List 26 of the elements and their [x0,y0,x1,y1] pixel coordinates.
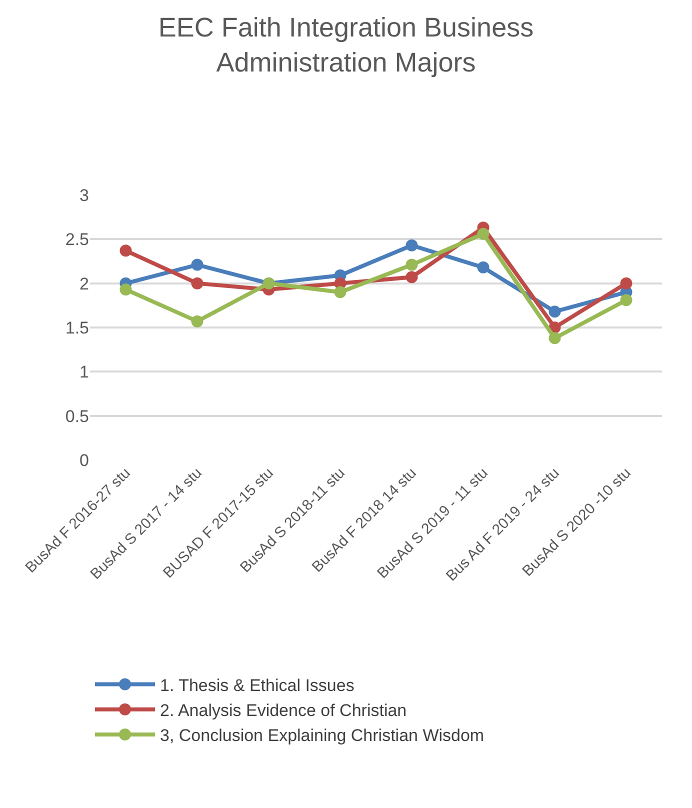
point [334,286,346,298]
point [477,228,490,240]
point [191,315,204,328]
y-tick-label: 0 [80,450,89,470]
point [477,261,490,274]
y-tick-label: 0.5 [65,406,89,426]
y-tick-label: 3 [80,186,89,205]
legend-label: 3, Conclusion Explaining Christian Wisdom [160,726,484,746]
y-tick-label: 1.5 [65,318,89,338]
point [191,258,204,271]
point [120,244,132,257]
legend-label: 2. Analysis Evidence of Christian [160,700,407,720]
point [548,332,561,344]
chart-title: EEC Faith Integration Business Administration Majors [158,12,534,78]
y-tick-label: 2.5 [65,230,89,250]
point [406,239,418,252]
point [406,258,418,271]
y-tick-label: 1 [80,362,89,382]
y-tick-label: 2 [80,274,89,294]
point [620,294,632,306]
point [620,277,632,290]
point [191,277,204,290]
point [548,306,561,318]
point [406,271,418,284]
point [120,284,132,296]
legend-label: 1. Thesis & Ethical Issues [160,676,354,695]
